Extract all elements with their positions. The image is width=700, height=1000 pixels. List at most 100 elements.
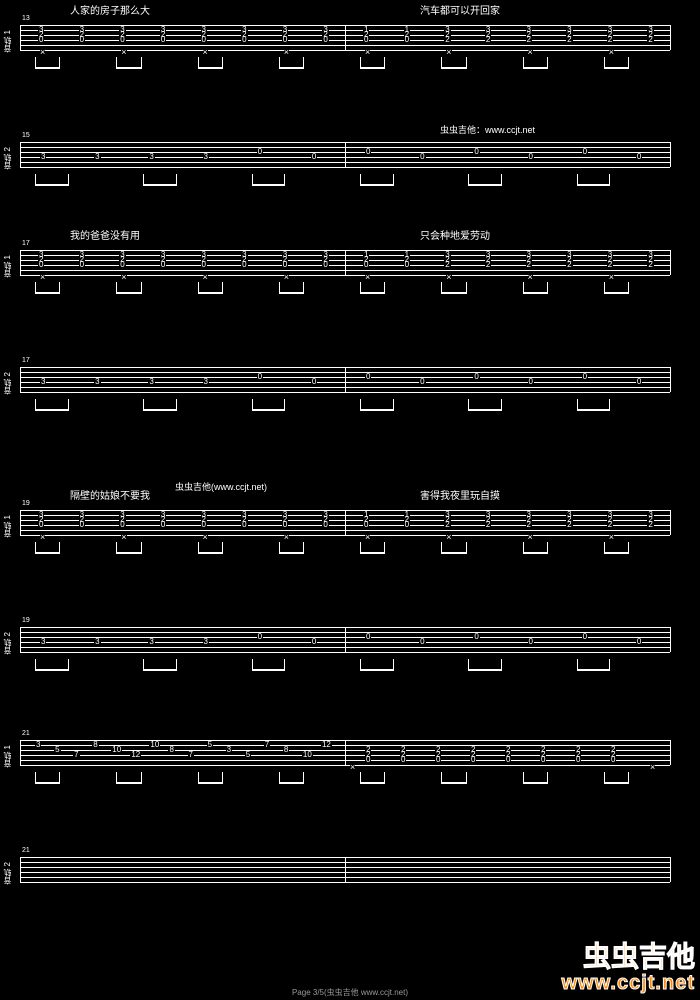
tab-note: 0 [473, 634, 479, 640]
tab-note: 2 [566, 522, 572, 528]
rhythm-beams [20, 659, 670, 679]
tab-note: 0 [582, 634, 588, 640]
x-note: × [284, 272, 289, 282]
lyric-text: 汽车都可以开回家 [420, 2, 500, 17]
x-note: × [528, 272, 533, 282]
tab-note: 2 [444, 37, 450, 43]
tab-note: 0 [528, 639, 534, 645]
track-label: 音轨 2 [2, 862, 13, 885]
tab-note: 0 [38, 37, 44, 43]
tab-note: 12 [130, 752, 141, 758]
tab-note: 0 [311, 639, 317, 645]
tab-staff: 1932032032032032032032032012012032232232… [20, 510, 670, 540]
tab-note: 7 [73, 752, 79, 758]
tab-note: 2 [526, 262, 532, 268]
x-note: × [365, 47, 370, 57]
tab-note: 0 [282, 522, 288, 528]
tab-staff: 2135781012108753578101222022022022022022… [20, 740, 670, 770]
tab-note: 2 [485, 262, 491, 268]
tab-note: 2 [485, 37, 491, 43]
tab-note: 2 [607, 262, 613, 268]
tab-note: 0 [575, 757, 581, 763]
measure-number: 19 [22, 500, 30, 507]
tab-note: 3 [148, 154, 154, 160]
tab-note: 0 [119, 37, 125, 43]
x-note: × [121, 532, 126, 542]
x-note: × [528, 532, 533, 542]
tab-note: 7 [264, 742, 270, 748]
track-label: 音轨 2 [2, 372, 13, 395]
tab-note: 0 [365, 374, 371, 380]
tab-note: 0 [419, 154, 425, 160]
tab-note: 2 [485, 522, 491, 528]
measure-number: 15 [22, 132, 30, 139]
measure-number: 13 [22, 15, 30, 22]
tab-note: 2 [647, 522, 653, 528]
tab-note: 0 [365, 634, 371, 640]
track-label: 音轨 1 [2, 515, 13, 538]
tab-note: 3 [40, 639, 46, 645]
tab-note: 0 [404, 522, 410, 528]
tab-note: 3 [203, 379, 209, 385]
measure-number: 17 [22, 240, 30, 247]
tab-note: 10 [111, 747, 122, 753]
tab-note: 0 [311, 379, 317, 385]
tab-note: 0 [322, 522, 328, 528]
tab-note: 0 [322, 37, 328, 43]
tab-note: 0 [119, 522, 125, 528]
tab-note: 8 [168, 747, 174, 753]
rhythm-beams [20, 174, 670, 194]
tab-note: 3 [40, 154, 46, 160]
tab-note: 2 [526, 522, 532, 528]
lyric-text: 我的爸爸没有用 [70, 227, 140, 242]
tab-note: 8 [283, 747, 289, 753]
tab-note: 0 [528, 379, 534, 385]
x-note: × [121, 272, 126, 282]
tab-note: 0 [404, 37, 410, 43]
tab-note: 0 [160, 37, 166, 43]
tab-note: 0 [201, 262, 207, 268]
measure-number: 21 [22, 730, 30, 737]
tab-note: 0 [257, 149, 263, 155]
tab-note: 0 [79, 262, 85, 268]
x-note: × [203, 47, 208, 57]
tab-staff: 19333300000000 [20, 627, 670, 657]
tab-note: 0 [201, 37, 207, 43]
x-note: × [446, 47, 451, 57]
tab-note: 2 [566, 37, 572, 43]
tab-note: 0 [257, 374, 263, 380]
tab-staff: 1332032032032032032032032012012032232232… [20, 25, 670, 55]
tab-note: 3 [94, 639, 100, 645]
lyric-text: 害得我夜里玩自摸 [420, 487, 500, 502]
tab-staff: 17333300000000 [20, 367, 670, 397]
tab-note: 10 [302, 752, 313, 758]
tab-note: 0 [419, 379, 425, 385]
tab-note: 0 [419, 639, 425, 645]
rhythm-beams [20, 399, 670, 419]
tab-note: 0 [311, 154, 317, 160]
tab-note: 2 [607, 522, 613, 528]
x-note: × [446, 272, 451, 282]
track-label: 音轨 1 [2, 255, 13, 278]
tab-note: 3 [148, 379, 154, 385]
x-note: × [609, 47, 614, 57]
tab-note: 2 [647, 262, 653, 268]
tab-note: 0 [610, 757, 616, 763]
tab-note: 0 [540, 757, 546, 763]
rhythm-beams [20, 889, 670, 909]
x-note: × [284, 532, 289, 542]
tab-note: 0 [241, 522, 247, 528]
tab-note: 0 [201, 522, 207, 528]
track-label: 音轨 2 [2, 147, 13, 170]
lyric-text: 只会种地爱劳动 [420, 227, 490, 242]
x-note: × [650, 762, 655, 772]
tab-staff: 15333300000000 [20, 142, 670, 172]
x-note: × [121, 47, 126, 57]
tab-staff: 21 [20, 857, 670, 887]
logo-text: 虫虫吉他 [583, 935, 695, 975]
tab-note: 0 [528, 154, 534, 160]
tab-staff: 1732032032032032032032032012012032232232… [20, 250, 670, 280]
x-note: × [40, 47, 45, 57]
tab-note: 0 [435, 757, 441, 763]
tab-note: 0 [282, 262, 288, 268]
